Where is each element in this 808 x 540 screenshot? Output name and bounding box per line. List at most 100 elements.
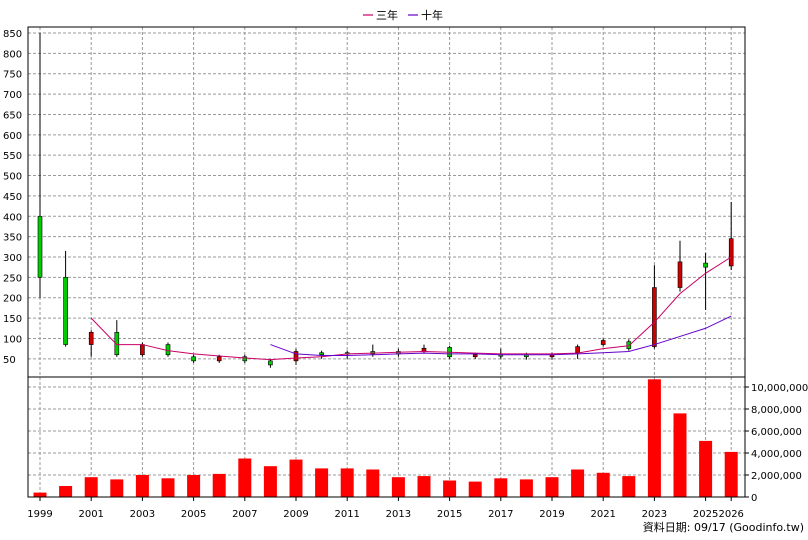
- x-axis: 1999 2001 2003 2005 2007 2009 2011 2013 2015 2017…: [27, 497, 744, 520]
- volume-grid: [28, 377, 745, 498]
- x-tick-label: 2017: [488, 509, 513, 520]
- volume-bar: [135, 475, 149, 497]
- price-panel-frame: [27, 26, 746, 378]
- price-tick-label: 150: [3, 314, 22, 325]
- price-tick-label: 500: [3, 172, 22, 183]
- volume-bar: [391, 477, 405, 497]
- x-tick-label: 2013: [386, 509, 411, 520]
- x-tick-label: 1999: [27, 509, 52, 520]
- candle-body: [242, 356, 248, 362]
- candle-body: [216, 356, 222, 362]
- volume-bar: [519, 479, 533, 497]
- candle-body: [703, 262, 708, 268]
- volume-bar: [33, 492, 47, 497]
- volume-tick-label: 8,000,000: [751, 405, 802, 416]
- volume-tick-label: 6,000,000: [751, 427, 802, 438]
- x-tick-label: 2005: [181, 509, 206, 520]
- volume-bar: [443, 480, 457, 497]
- candle-body: [268, 360, 273, 366]
- x-tick-label: 2011: [334, 509, 359, 520]
- price-tick-label: 300: [3, 253, 22, 264]
- price-tick-label: 750: [3, 70, 22, 81]
- price-tick-label: 700: [3, 90, 22, 101]
- volume-bar: [212, 473, 226, 497]
- x-tick-label: 2023: [642, 509, 667, 520]
- moving-average-lines: [90, 256, 732, 361]
- x-tick-label: 2001: [78, 509, 103, 520]
- x-tick-label: 2007: [232, 509, 257, 520]
- candle-body: [728, 238, 734, 267]
- x-tick-label: 2003: [130, 509, 155, 520]
- legend-3yr-label: 三年: [376, 8, 398, 22]
- price-tick-label: 650: [3, 110, 22, 121]
- volume-bar: [161, 478, 175, 497]
- candle-body: [677, 261, 683, 288]
- price-tick-label: 550: [3, 151, 22, 162]
- volume-panel: 0 2,000,000 4,000,000 6,000,000 8,000,000 10,…: [27, 376, 808, 504]
- x-tick-label: 2021: [590, 509, 615, 520]
- candle-body: [652, 287, 657, 347]
- candle-body: [63, 277, 68, 345]
- candle-body: [88, 332, 94, 345]
- volume-bar: [59, 486, 73, 497]
- price-tick-label: 250: [3, 273, 22, 284]
- x-tick-label: 2026: [718, 509, 743, 520]
- volume-tick-label: 2,000,000: [751, 471, 802, 482]
- price-tick-label: 400: [3, 212, 22, 223]
- volume-bar: [263, 466, 277, 497]
- volume-bar: [673, 413, 687, 497]
- volume-bar: [366, 469, 380, 497]
- footer-date: 資料日期: 09/17 (Goodinfo.tw): [643, 520, 804, 534]
- candle-body: [293, 351, 299, 362]
- candle-body: [472, 354, 478, 358]
- price-y-axis: 50 100 150 200 250 300 350 400 450 500 550 600 650 70…: [3, 29, 22, 366]
- volume-bar: [84, 477, 98, 497]
- volume-bar: [187, 475, 201, 497]
- candle-body: [140, 344, 145, 356]
- x-tick-label: 2009: [283, 509, 308, 520]
- volume-bar: [315, 468, 329, 497]
- candle-body: [319, 352, 324, 356]
- volume-bar: [110, 479, 124, 497]
- price-tick-label: 200: [3, 294, 22, 305]
- candles: [37, 33, 734, 368]
- volume-bar: [622, 476, 636, 497]
- volume-bar: [724, 451, 738, 497]
- volume-bar: [494, 478, 508, 497]
- volume-bar: [699, 440, 713, 497]
- price-tick-label: 800: [3, 49, 22, 60]
- ma-3yr-line: [90, 256, 732, 361]
- volume-bar: [545, 477, 559, 497]
- volume-bar: [417, 476, 431, 497]
- price-tick-label: 100: [3, 334, 22, 345]
- candle-body: [37, 215, 43, 278]
- volume-bar: [596, 472, 610, 497]
- volume-bar: [238, 458, 252, 497]
- volume-y-axis: 0 2,000,000 4,000,000 6,000,000 8,000,000 10,…: [745, 383, 808, 504]
- volume-bars: [33, 379, 738, 497]
- price-grid: [28, 27, 745, 377]
- volume-tick-label: 0: [751, 493, 757, 504]
- price-tick-label: 600: [3, 131, 22, 142]
- candle-body: [600, 340, 606, 345]
- volume-tick-label: 4,000,000: [751, 449, 802, 460]
- x-tick-label: 2025: [693, 509, 718, 520]
- price-panel: 50 100 150 200 250 300 350 400 450 500 550 600 650 70…: [3, 26, 746, 378]
- candle-body: [575, 346, 580, 354]
- candle-body: [191, 356, 196, 362]
- price-tick-label: 50: [3, 355, 16, 366]
- volume-bar: [647, 379, 661, 497]
- ma-10yr-line: [270, 315, 732, 357]
- volume-tick-label: 10,000,000: [751, 383, 808, 394]
- candle-body: [114, 332, 120, 356]
- legend: 三年 十年: [363, 8, 443, 22]
- legend-10yr-label: 十年: [421, 8, 443, 22]
- price-tick-label: 850: [3, 29, 22, 40]
- volume-bar: [340, 468, 354, 497]
- volume-bar: [289, 459, 303, 497]
- price-tick-label: 350: [3, 233, 22, 244]
- candle-body: [165, 344, 171, 356]
- volume-panel-frame: [27, 376, 746, 498]
- x-tick-label: 2019: [539, 509, 564, 520]
